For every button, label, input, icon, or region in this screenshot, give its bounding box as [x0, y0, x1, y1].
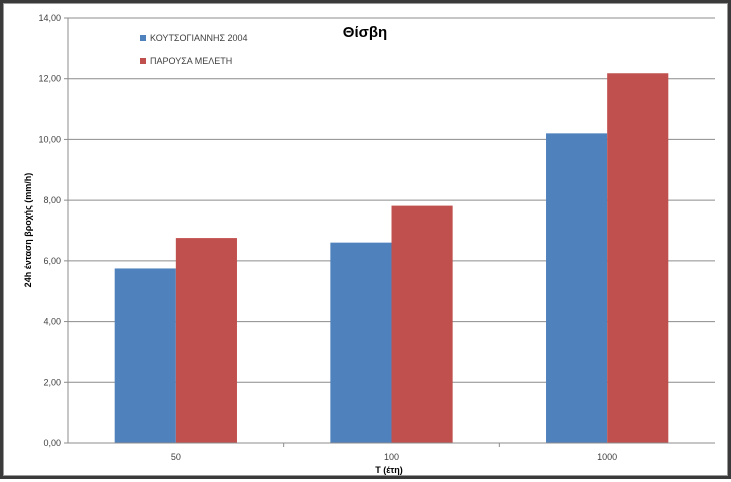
- y-tick-label: 4,00: [43, 317, 61, 327]
- axes: [67, 18, 715, 444]
- bar-current-study-100: [391, 205, 453, 443]
- bar-current-study-50: [175, 238, 237, 443]
- y-tick-label: 14,00: [38, 13, 61, 23]
- y-tick-label: 2,00: [43, 377, 61, 387]
- y-tick-label: 6,00: [43, 256, 61, 266]
- bar-koutsogiannis-100: [330, 242, 392, 443]
- x-axis-title: T (έτη): [375, 465, 403, 475]
- chart-title: Θίσβη: [343, 24, 387, 41]
- x-tick-label: 1000: [597, 452, 617, 462]
- bar-chart: 0,00 2,00 4,00 6,00 8,00 10,00 12,00 14,00 50 10…: [23, 13, 715, 475]
- y-tick-label: 8,00: [43, 195, 61, 205]
- bar-koutsogiannis-1000: [546, 133, 608, 443]
- legend-swatch-koutsogiannis: [140, 35, 146, 41]
- y-axis-title: 24h ένταση βροχής (mm/h): [23, 173, 33, 288]
- x-tick-label: 50: [171, 452, 181, 462]
- x-tick-label: 100: [384, 452, 399, 462]
- y-tick-labels: 0,00 2,00 4,00 6,00 8,00 10,00 12,00 14,00: [38, 13, 61, 448]
- y-tick-label: 0,00: [43, 438, 61, 448]
- bar-koutsogiannis-50: [114, 268, 176, 443]
- x-tick-labels: 50 100 1000: [171, 452, 617, 462]
- legend: ΚΟΥΤΣΟΓΙΑΝΝΗΣ 2004 ΠΑΡΟΥΣΑ ΜΕΛΕΤΗ: [140, 33, 248, 66]
- bar-current-study-1000: [607, 73, 669, 443]
- legend-swatch-current-study: [140, 58, 146, 64]
- y-tick-label: 12,00: [38, 74, 61, 84]
- y-tick-label: 10,00: [38, 134, 61, 144]
- legend-label-koutsogiannis: ΚΟΥΤΣΟΓΙΑΝΝΗΣ 2004: [150, 33, 248, 43]
- legend-label-current-study: ΠΑΡΟΥΣΑ ΜΕΛΕΤΗ: [150, 56, 232, 66]
- bars: [114, 73, 669, 443]
